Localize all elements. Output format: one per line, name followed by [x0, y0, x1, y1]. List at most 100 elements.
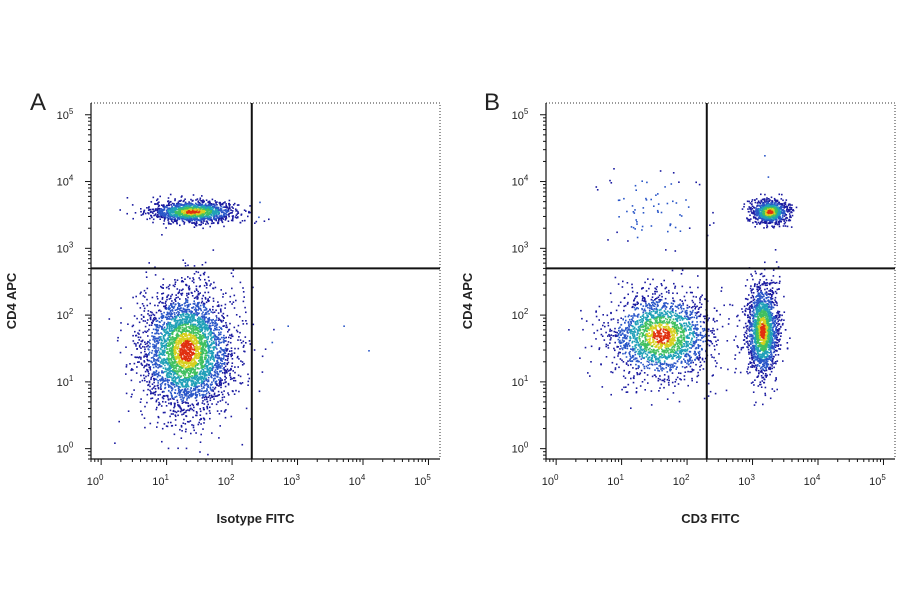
event-dot: [191, 295, 194, 297]
event-dot: [142, 295, 145, 297]
event-dot: [164, 368, 167, 371]
event-dot: [150, 391, 152, 393]
event-dot: [147, 359, 149, 362]
event-dot: [225, 324, 228, 326]
event-dot: [236, 330, 239, 333]
event-dot: [183, 311, 185, 313]
event-dot: [159, 195, 161, 198]
event-dot: [186, 211, 188, 213]
event-dot: [184, 339, 187, 341]
event-dot: [202, 371, 204, 373]
event-dot: [165, 331, 168, 333]
event-dot: [157, 215, 159, 218]
event-dot: [178, 319, 181, 321]
event-dot: [190, 215, 193, 218]
event-dot: [198, 293, 200, 296]
event-dot: [170, 364, 173, 366]
event-dot: [179, 392, 181, 395]
event-dot: [185, 333, 188, 336]
event-dot: [154, 328, 157, 331]
event-dot: [212, 209, 214, 212]
event-dot: [193, 297, 196, 299]
event-dot: [165, 361, 168, 364]
event-dot: [191, 325, 193, 327]
event-dot: [207, 213, 210, 215]
event-dot: [168, 333, 170, 336]
event-dot: [215, 383, 217, 385]
event-dot: [168, 366, 170, 368]
event-dot: [172, 338, 174, 341]
event-dot: [234, 208, 237, 210]
event-dot: [214, 204, 216, 206]
event-dot: [187, 342, 190, 344]
event-dot: [206, 340, 208, 343]
event-dot: [189, 420, 192, 422]
event-dot: [195, 337, 197, 340]
event-dot: [177, 218, 179, 221]
event-dot: [174, 283, 176, 285]
event-dot: [192, 353, 194, 356]
event-dot: [163, 328, 165, 330]
event-dot: [186, 207, 189, 210]
event-dot: [190, 198, 192, 201]
event-dot: [198, 346, 200, 348]
event-dot: [161, 204, 163, 206]
event-dot: [148, 359, 151, 362]
event-dot: [197, 337, 200, 340]
event-dot: [211, 204, 214, 206]
event-dot: [177, 353, 179, 355]
event-dot: [183, 322, 186, 325]
event-dot: [204, 324, 207, 327]
event-dot: [198, 376, 201, 378]
event-dot: [177, 371, 180, 373]
event-dot: [171, 353, 174, 355]
event-dot: [188, 220, 190, 223]
event-dot: [174, 378, 177, 380]
event-dot: [193, 323, 195, 326]
event-dot: [191, 359, 193, 361]
event-dot: [172, 207, 174, 210]
event-dot: [181, 206, 184, 209]
event-dot: [165, 361, 168, 363]
event-dot: [167, 318, 170, 320]
event-dot: [159, 337, 162, 339]
event-dot: [219, 204, 222, 207]
event-dot: [213, 395, 215, 398]
event-dot: [214, 337, 216, 340]
event-dot: [204, 375, 206, 378]
event-dot: [151, 335, 153, 337]
event-dot: [178, 358, 180, 360]
event-dot: [219, 209, 221, 211]
event-dot: [168, 321, 171, 324]
event-dot: [234, 366, 236, 368]
event-dot: [230, 355, 233, 358]
event-dot: [171, 293, 173, 296]
event-dot: [224, 347, 227, 350]
event-dot: [168, 348, 170, 350]
event-dot: [168, 325, 171, 327]
event-dot: [143, 307, 146, 310]
event-dot: [184, 262, 187, 264]
event-dot: [192, 319, 194, 322]
event-dot: [203, 380, 206, 382]
event-dot: [187, 320, 190, 323]
event-dot: [199, 414, 202, 416]
event-dot: [143, 417, 146, 419]
event-dot: [158, 364, 161, 366]
event-dot: [149, 422, 152, 425]
event-dot: [169, 409, 172, 412]
event-dot: [171, 324, 173, 326]
event-dot: [207, 318, 209, 320]
event-dot: [201, 300, 204, 303]
event-dot: [204, 328, 206, 330]
event-dot: [179, 314, 182, 316]
event-dot: [199, 339, 201, 341]
event-dot: [208, 207, 210, 209]
event-dot: [196, 209, 199, 211]
event-dot: [241, 361, 244, 363]
event-dot: [227, 357, 229, 360]
event-dot: [179, 410, 182, 413]
event-dot: [194, 369, 196, 371]
event-dot: [177, 292, 179, 295]
event-dot: [187, 379, 190, 382]
